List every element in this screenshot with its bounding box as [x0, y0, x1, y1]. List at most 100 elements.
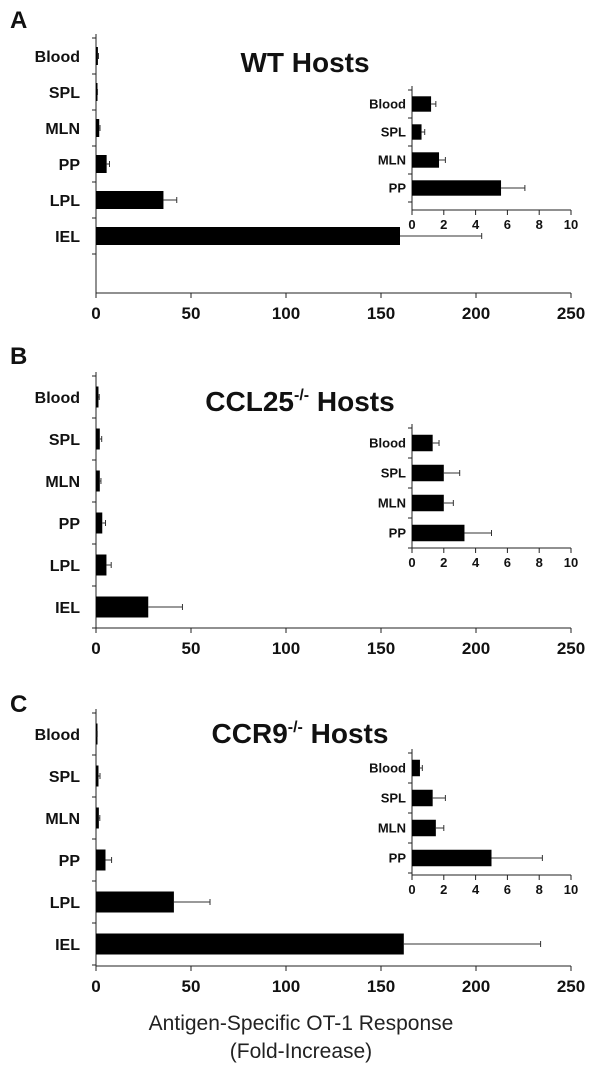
inset-category-label-mln: MLN	[378, 153, 406, 168]
inset-bar-blood	[412, 759, 420, 777]
category-label-iel: IEL	[55, 600, 80, 617]
x-tick-label: 200	[462, 977, 490, 996]
x-axis-title-line1: Antigen-Specific OT-1 Response	[148, 1012, 454, 1035]
x-tick-label: 0	[91, 639, 100, 658]
bar-pp	[96, 155, 107, 173]
panel-title-tail: Hosts	[309, 386, 395, 417]
inset-bar-spl	[412, 789, 433, 807]
x-tick-label: 50	[182, 639, 201, 658]
inset-x-tick-label: 2	[440, 882, 447, 897]
inset-category-label-blood: Blood	[369, 761, 406, 776]
inset-x-tick-label: 0	[408, 882, 415, 897]
x-tick-label: 50	[182, 304, 201, 323]
inset-x-tick-label: 2	[440, 555, 447, 570]
bar-iel	[96, 227, 400, 245]
bar-iel	[96, 933, 404, 955]
x-tick-label: 150	[367, 639, 395, 658]
bar-lpl	[96, 191, 164, 209]
inset-bar-pp	[412, 180, 502, 196]
panel-letter: B	[10, 343, 27, 370]
panel-letter: A	[10, 7, 27, 34]
bar-spl	[96, 428, 100, 450]
category-label-mln: MLN	[45, 474, 80, 491]
inset-category-label-mln: MLN	[378, 496, 406, 511]
x-tick-label: 250	[557, 639, 585, 658]
category-label-spl: SPL	[49, 85, 80, 102]
category-label-spl: SPL	[49, 769, 80, 786]
bar-lpl	[96, 891, 174, 913]
category-label-mln: MLN	[45, 121, 80, 138]
inset-x-tick-label: 6	[504, 217, 511, 232]
inset-bar-mln	[412, 152, 440, 168]
inset-category-label-pp: PP	[389, 851, 407, 866]
bar-pp	[96, 849, 106, 871]
bar-blood	[96, 47, 98, 65]
category-label-blood: Blood	[35, 390, 80, 407]
category-label-pp: PP	[59, 853, 81, 870]
inset-x-tick-label: 0	[408, 555, 415, 570]
inset-x-tick-label: 10	[564, 555, 578, 570]
x-tick-label: 250	[557, 977, 585, 996]
category-label-lpl: LPL	[50, 895, 80, 912]
category-label-blood: Blood	[35, 727, 80, 744]
bar-spl	[96, 83, 98, 101]
panel-title: CCL25-/- Hosts	[205, 386, 394, 417]
panel-title-main: CCL25	[205, 386, 294, 417]
inset-bar-mln	[412, 819, 436, 837]
inset-x-tick-label: 10	[564, 217, 578, 232]
inset-x-tick-label: 4	[472, 217, 480, 232]
inset-x-tick-label: 8	[536, 217, 543, 232]
category-label-mln: MLN	[45, 811, 80, 828]
x-tick-label: 150	[367, 304, 395, 323]
bar-mln	[96, 470, 100, 492]
category-label-lpl: LPL	[50, 558, 80, 575]
category-label-spl: SPL	[49, 432, 80, 449]
bar-spl	[96, 765, 99, 787]
inset-category-label-mln: MLN	[378, 821, 406, 836]
inset-bar-pp	[412, 524, 465, 542]
panel-letter: C	[10, 691, 27, 718]
bar-pp	[96, 512, 103, 534]
inset-x-tick-label: 4	[472, 882, 480, 897]
inset-x-tick-label: 0	[408, 217, 415, 232]
x-tick-label: 200	[462, 639, 490, 658]
inset-x-tick-label: 4	[472, 555, 480, 570]
inset-bar-spl	[412, 124, 422, 140]
category-label-pp: PP	[59, 157, 81, 174]
inset-category-label-spl: SPL	[381, 791, 406, 806]
x-tick-label: 100	[272, 977, 300, 996]
x-tick-label: 0	[91, 977, 100, 996]
panel-title: CCR9-/- Hosts	[212, 718, 389, 749]
panel-title-main: CCR9	[212, 718, 288, 749]
inset-bar-blood	[412, 434, 433, 452]
inset-x-tick-label: 10	[564, 882, 578, 897]
inset-bar-blood	[412, 96, 432, 112]
bar-iel	[96, 596, 149, 618]
category-label-lpl: LPL	[50, 193, 80, 210]
inset-bar-mln	[412, 494, 444, 512]
bar-blood	[96, 386, 99, 408]
panel-title: WT Hosts	[240, 47, 369, 78]
inset-x-tick-label: 6	[504, 882, 511, 897]
inset-category-label-blood: Blood	[369, 97, 406, 112]
category-label-iel: IEL	[55, 937, 80, 954]
inset-category-label-pp: PP	[389, 181, 407, 196]
panel-title-tail: Hosts	[303, 718, 389, 749]
bar-mln	[96, 119, 100, 137]
inset-bar-pp	[412, 849, 492, 867]
x-tick-label: 100	[272, 304, 300, 323]
panel-title-superscript: -/-	[294, 387, 309, 404]
bar-mln	[96, 807, 99, 829]
category-label-pp: PP	[59, 516, 81, 533]
x-tick-label: 250	[557, 304, 585, 323]
inset-category-label-spl: SPL	[381, 466, 406, 481]
bar-lpl	[96, 554, 107, 576]
panel-title-superscript: -/-	[288, 719, 303, 736]
inset-x-tick-label: 2	[440, 217, 447, 232]
